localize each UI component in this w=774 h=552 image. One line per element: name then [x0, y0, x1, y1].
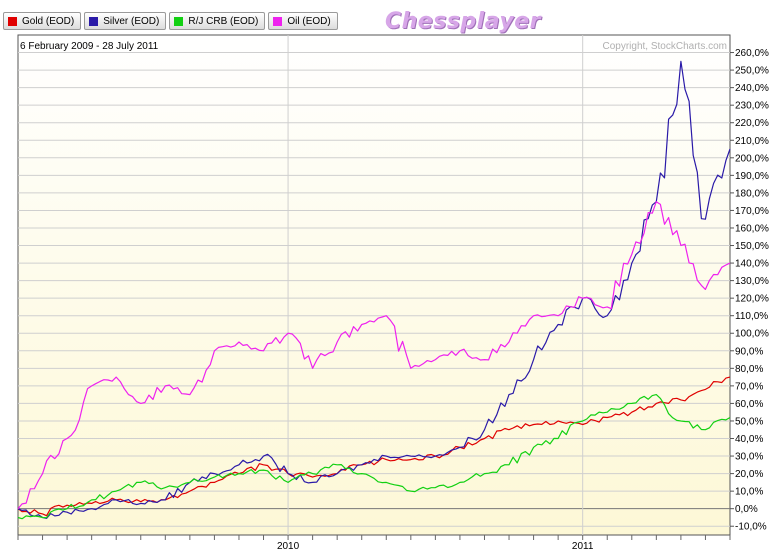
legend: Gold (EOD) Silver (EOD) R/J CRB (EOD) Oi… [3, 12, 338, 30]
x-tick-label: 2011 [572, 541, 594, 552]
y-tick-label: 170,0% [735, 206, 769, 217]
y-tick-label: 30,0% [735, 452, 763, 463]
y-axis: -10,0% 0,0% 10,0% 20,0% 30,0% 40,0% 50,0% 60,0%… [730, 48, 769, 533]
y-tick-label: 70,0% [735, 381, 763, 392]
y-tick-label: 0,0% [735, 504, 758, 515]
plot-area [17, 34, 731, 536]
y-tick-label: 200,0% [735, 153, 769, 164]
series-line-rj [17, 394, 731, 520]
date-range: 6 February 2009 - 28 July 2011 [20, 41, 159, 52]
y-tick-label: 140,0% [735, 259, 769, 270]
y-tick-label: 100,0% [735, 329, 769, 340]
series-line-silver [17, 60, 731, 520]
y-tick-label: 260,0% [735, 48, 769, 59]
y-tick-label: 250,0% [735, 66, 769, 77]
y-tick-label: 90,0% [735, 346, 763, 357]
y-tick-label: 150,0% [735, 241, 769, 252]
y-tick-label: 20,0% [735, 469, 763, 480]
oil-swatch-icon [273, 16, 283, 26]
y-tick-label: 160,0% [735, 223, 769, 234]
x-tick-label: 2010 [277, 541, 300, 552]
y-tick-label: 230,0% [735, 101, 769, 112]
y-tick-label: 50,0% [735, 416, 763, 427]
legend-crb-label: R/J CRB (EOD) [188, 15, 259, 27]
y-tick-label: 80,0% [735, 364, 763, 375]
crb-swatch-icon [174, 16, 184, 26]
series-line-oil [17, 201, 731, 510]
legend-silver-button[interactable]: Silver (EOD) [84, 12, 167, 30]
legend-silver-label: Silver (EOD) [103, 15, 160, 27]
y-tick-label: 40,0% [735, 434, 763, 445]
y-tick-label: 190,0% [735, 171, 769, 182]
copyright: Copyright, StockCharts.com [603, 41, 728, 52]
legend-gold-button[interactable]: Gold (EOD) [3, 12, 82, 30]
grid [18, 35, 730, 535]
legend-oil-label: Oil (EOD) [287, 15, 331, 27]
y-tick-label: 180,0% [735, 188, 769, 199]
y-tick-label: 210,0% [735, 136, 769, 147]
silver-swatch-icon [89, 16, 99, 26]
series [17, 60, 731, 520]
series-line-gold [17, 376, 731, 517]
x-axis: 2010 2011 [17, 535, 731, 552]
y-tick-label: 10,0% [735, 487, 763, 498]
y-tick-label: 120,0% [735, 294, 769, 305]
gold-swatch-icon [8, 16, 17, 26]
legend-oil-button[interactable]: Oil (EOD) [268, 12, 338, 30]
y-tick-label: 130,0% [735, 276, 769, 287]
y-tick-label: 110,0% [735, 311, 768, 322]
y-tick-label: 220,0% [735, 118, 769, 129]
brand-watermark: Chessplayer [385, 9, 541, 34]
y-tick-label: -10,0% [735, 522, 767, 533]
y-tick-label: 240,0% [735, 83, 769, 94]
legend-crb-button[interactable]: R/J CRB (EOD) [169, 12, 266, 30]
y-tick-label: 60,0% [735, 399, 763, 410]
legend-gold-label: Gold (EOD) [22, 15, 75, 27]
